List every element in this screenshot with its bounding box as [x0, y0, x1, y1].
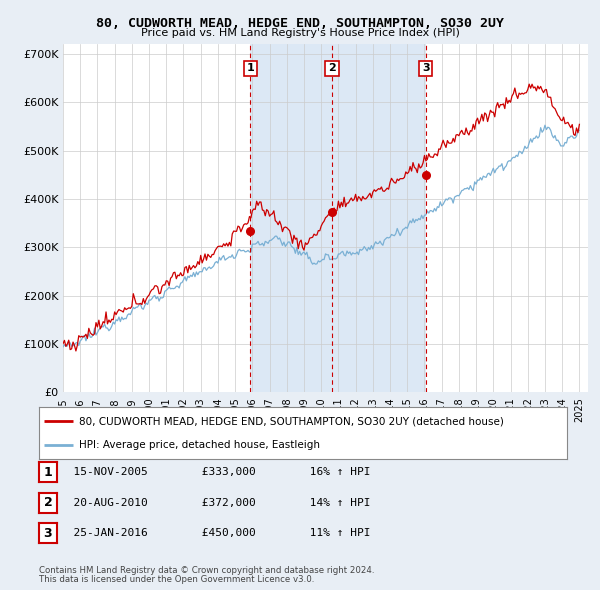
Text: HPI: Average price, detached house, Eastleigh: HPI: Average price, detached house, East…	[79, 440, 320, 450]
Text: 2: 2	[328, 63, 336, 73]
Text: Contains HM Land Registry data © Crown copyright and database right 2024.: Contains HM Land Registry data © Crown c…	[39, 566, 374, 575]
Text: 20-AUG-2010        £372,000        14% ↑ HPI: 20-AUG-2010 £372,000 14% ↑ HPI	[60, 498, 371, 507]
Text: 2: 2	[44, 496, 52, 509]
Text: 15-NOV-2005        £333,000        16% ↑ HPI: 15-NOV-2005 £333,000 16% ↑ HPI	[60, 467, 371, 477]
Text: 80, CUDWORTH MEAD, HEDGE END, SOUTHAMPTON, SO30 2UY: 80, CUDWORTH MEAD, HEDGE END, SOUTHAMPTO…	[96, 17, 504, 30]
Text: 25-JAN-2016        £450,000        11% ↑ HPI: 25-JAN-2016 £450,000 11% ↑ HPI	[60, 529, 371, 538]
Text: 1: 1	[247, 63, 254, 73]
Text: 3: 3	[422, 63, 430, 73]
Text: Price paid vs. HM Land Registry's House Price Index (HPI): Price paid vs. HM Land Registry's House …	[140, 28, 460, 38]
Text: 3: 3	[44, 527, 52, 540]
Text: This data is licensed under the Open Government Licence v3.0.: This data is licensed under the Open Gov…	[39, 575, 314, 584]
Bar	[250, 44, 425, 392]
Text: 80, CUDWORTH MEAD, HEDGE END, SOUTHAMPTON, SO30 2UY (detached house): 80, CUDWORTH MEAD, HEDGE END, SOUTHAMPTO…	[79, 416, 503, 426]
Text: 1: 1	[44, 466, 52, 478]
